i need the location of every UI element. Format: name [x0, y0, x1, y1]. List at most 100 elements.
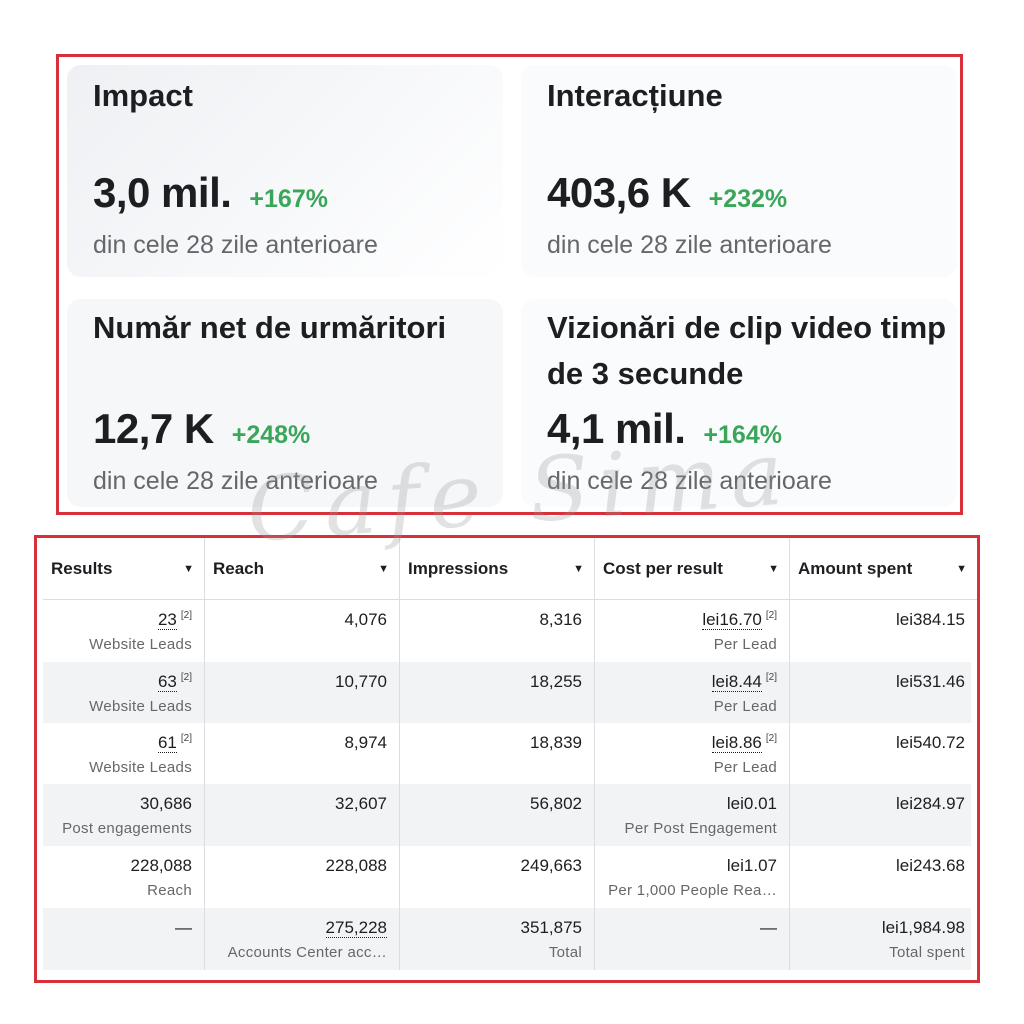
cell-value-text: 351,875 — [520, 918, 582, 937]
stat-value-row: 3,0 mil. +167% — [93, 169, 328, 217]
cell-value-text: 8,974 — [344, 733, 387, 752]
cell-value: lei1.07 — [727, 856, 777, 876]
table-row[interactable]: 228,088 Reach 228,088 249,663 lei1.07 Per 1,0… — [43, 846, 971, 908]
table-cell-results: 30,686 Post engagements — [43, 784, 205, 846]
table-row[interactable]: 30,686 Post engagements 32,607 56,802 lei0.0… — [43, 784, 971, 846]
stat-comparison-note: din cele 28 zile anterioare — [93, 467, 378, 495]
table-cell-reach: 10,770 — [205, 662, 400, 723]
footnote-marker: [2] — [180, 610, 192, 621]
stat-comparison-note: din cele 28 zile anterioare — [547, 467, 832, 495]
stat-card-video-views[interactable]: Vizionări de clip video timp de 3 secund… — [521, 299, 957, 507]
sort-dropdown-icon[interactable]: ▼ — [956, 562, 967, 575]
cell-value: 275,228 — [325, 918, 387, 938]
cell-subtitle: Per Lead — [713, 759, 777, 776]
cell-value-text: 228,088 — [130, 856, 192, 875]
footnote-marker: [2] — [765, 610, 777, 621]
table-cell-impressions: 249,663 — [400, 846, 595, 908]
cell-subtitle: Per Lead — [713, 698, 777, 715]
table-row[interactable]: 23 [2] Website Leads 4,076 8,316 lei16.70 [2] P… — [43, 600, 971, 662]
cell-subtitle: Accounts Center acc… — [227, 944, 387, 961]
table-cell-cost: lei8.86 [2] Per Lead — [595, 723, 790, 784]
stat-value: 3,0 mil. — [93, 169, 232, 216]
cell-subtitle: Per Post Engagement — [624, 820, 777, 837]
stat-value-row: 4,1 mil. +164% — [547, 405, 782, 453]
table-cell-results: 63 [2] Website Leads — [43, 662, 205, 723]
cell-value-text: 30,686 — [140, 794, 192, 813]
table-cell-spent: lei243.68 — [790, 846, 977, 908]
cell-subtitle: Per 1,000 People Rea… — [608, 882, 777, 899]
sort-dropdown-icon[interactable]: ▼ — [573, 562, 584, 575]
stat-card-net-followers[interactable]: Număr net de urmăritori 12,7 K +248% din… — [67, 299, 503, 507]
cell-value: lei284.97 — [896, 794, 965, 814]
table-cell-cost: lei1.07 Per 1,000 People Rea… — [595, 846, 790, 908]
cell-value: 10,770 — [335, 672, 387, 692]
table-cell-results: — — [43, 908, 205, 970]
stat-title: Număr net de urmăritori — [93, 310, 447, 345]
footnote-marker: [2] — [180, 672, 192, 683]
table-cell-reach: 275,228 Accounts Center acc… — [205, 908, 400, 970]
sort-dropdown-icon[interactable]: ▼ — [183, 562, 194, 575]
cell-subtitle: Website Leads — [89, 636, 192, 653]
footnote-marker: [2] — [180, 733, 192, 744]
cell-subtitle: Total — [548, 944, 582, 961]
cell-subtitle: Post engagements — [62, 820, 192, 837]
table-row[interactable]: 61 [2] Website Leads 8,974 18,839 lei8.86 [2] P… — [43, 723, 971, 784]
cell-value: 4,076 — [344, 610, 387, 630]
cell-value-text: lei1,984.98 — [881, 918, 965, 937]
cell-value-text[interactable]: 23 — [157, 610, 177, 630]
col-header-label: Impressions — [408, 558, 509, 578]
sort-dropdown-icon[interactable]: ▼ — [768, 562, 779, 575]
footnote-marker: [2] — [765, 733, 777, 744]
table-cell-reach: 228,088 — [205, 846, 400, 908]
stat-title: Vizionări de clip video timp de 3 secund… — [547, 310, 947, 391]
table-cell-reach: 8,974 — [205, 723, 400, 784]
cell-value-text: 18,255 — [530, 672, 582, 691]
cell-subtitle: Website Leads — [89, 759, 192, 776]
table-cell-cost: lei16.70 [2] Per Lead — [595, 600, 790, 662]
col-header-cost-per-result[interactable]: Cost per result ▼ — [595, 538, 790, 600]
col-header-impressions[interactable]: Impressions ▼ — [400, 538, 595, 600]
col-header-amount-spent[interactable]: Amount spent ▼ — [790, 538, 977, 600]
stat-change-badge: +164% — [703, 421, 782, 449]
table-cell-spent: lei284.97 — [790, 784, 977, 846]
cell-value-text: lei284.97 — [895, 794, 965, 813]
cell-value-text: 4,076 — [344, 610, 387, 629]
cell-value: lei1,984.98 — [882, 918, 965, 938]
cell-value-text[interactable]: lei8.86 — [711, 733, 762, 753]
sort-dropdown-icon[interactable]: ▼ — [378, 562, 389, 575]
cell-value-text[interactable]: lei16.70 — [702, 610, 762, 630]
cell-value-text[interactable]: 63 — [157, 672, 177, 692]
cell-value: 63 [2] — [157, 672, 192, 692]
table-cell-spent: lei1,984.98 Total spent — [790, 908, 977, 970]
cell-value: 23 [2] — [157, 610, 192, 630]
table-cell-cost: — — [595, 908, 790, 970]
cell-value: — — [175, 918, 192, 938]
cell-value-text[interactable]: 61 — [157, 733, 177, 753]
cell-value-text[interactable]: lei8.44 — [711, 672, 762, 692]
cell-value-text: 18,839 — [530, 733, 582, 752]
col-header-reach[interactable]: Reach ▼ — [205, 538, 400, 600]
col-header-results[interactable]: Results ▼ — [43, 538, 205, 600]
table-grid: Results ▼ Reach ▼ Impressions ▼ Cost per resul… — [43, 538, 977, 970]
cell-value: lei0.01 — [727, 794, 777, 814]
stat-value-row: 403,6 K +232% — [547, 169, 787, 217]
cell-value-text: lei531.46 — [895, 672, 965, 691]
cell-value: — — [760, 918, 777, 938]
table-cell-impressions: 18,255 — [400, 662, 595, 723]
cell-value-text: 249,663 — [520, 856, 582, 875]
table-cell-results: 228,088 Reach — [43, 846, 205, 908]
cell-value: lei531.46 — [896, 672, 965, 692]
ads-results-table: Results ▼ Reach ▼ Impressions ▼ Cost per resul… — [34, 535, 980, 983]
cell-value: lei384.15 — [896, 610, 965, 630]
cell-value: lei8.44 [2] — [711, 672, 777, 692]
table-row[interactable]: 63 [2] Website Leads 10,770 18,255 lei8.44 [2]… — [43, 662, 971, 723]
table-cell-impressions: 351,875 Total — [400, 908, 595, 970]
table-row[interactable]: — 275,228 Accounts Center acc… 351,875 Total… — [43, 908, 971, 970]
stat-title: Impact — [93, 78, 193, 113]
cell-subtitle: Per Lead — [713, 636, 777, 653]
cell-value: lei8.86 [2] — [711, 733, 777, 753]
col-header-label: Reach — [213, 558, 265, 578]
stat-card-interactiune[interactable]: Interacțiune 403,6 K +232% din cele 28 z… — [521, 65, 957, 277]
stat-card-impact[interactable]: Impact 3,0 mil. +167% din cele 28 zile a… — [67, 65, 503, 277]
cell-value-text[interactable]: 275,228 — [325, 918, 387, 938]
